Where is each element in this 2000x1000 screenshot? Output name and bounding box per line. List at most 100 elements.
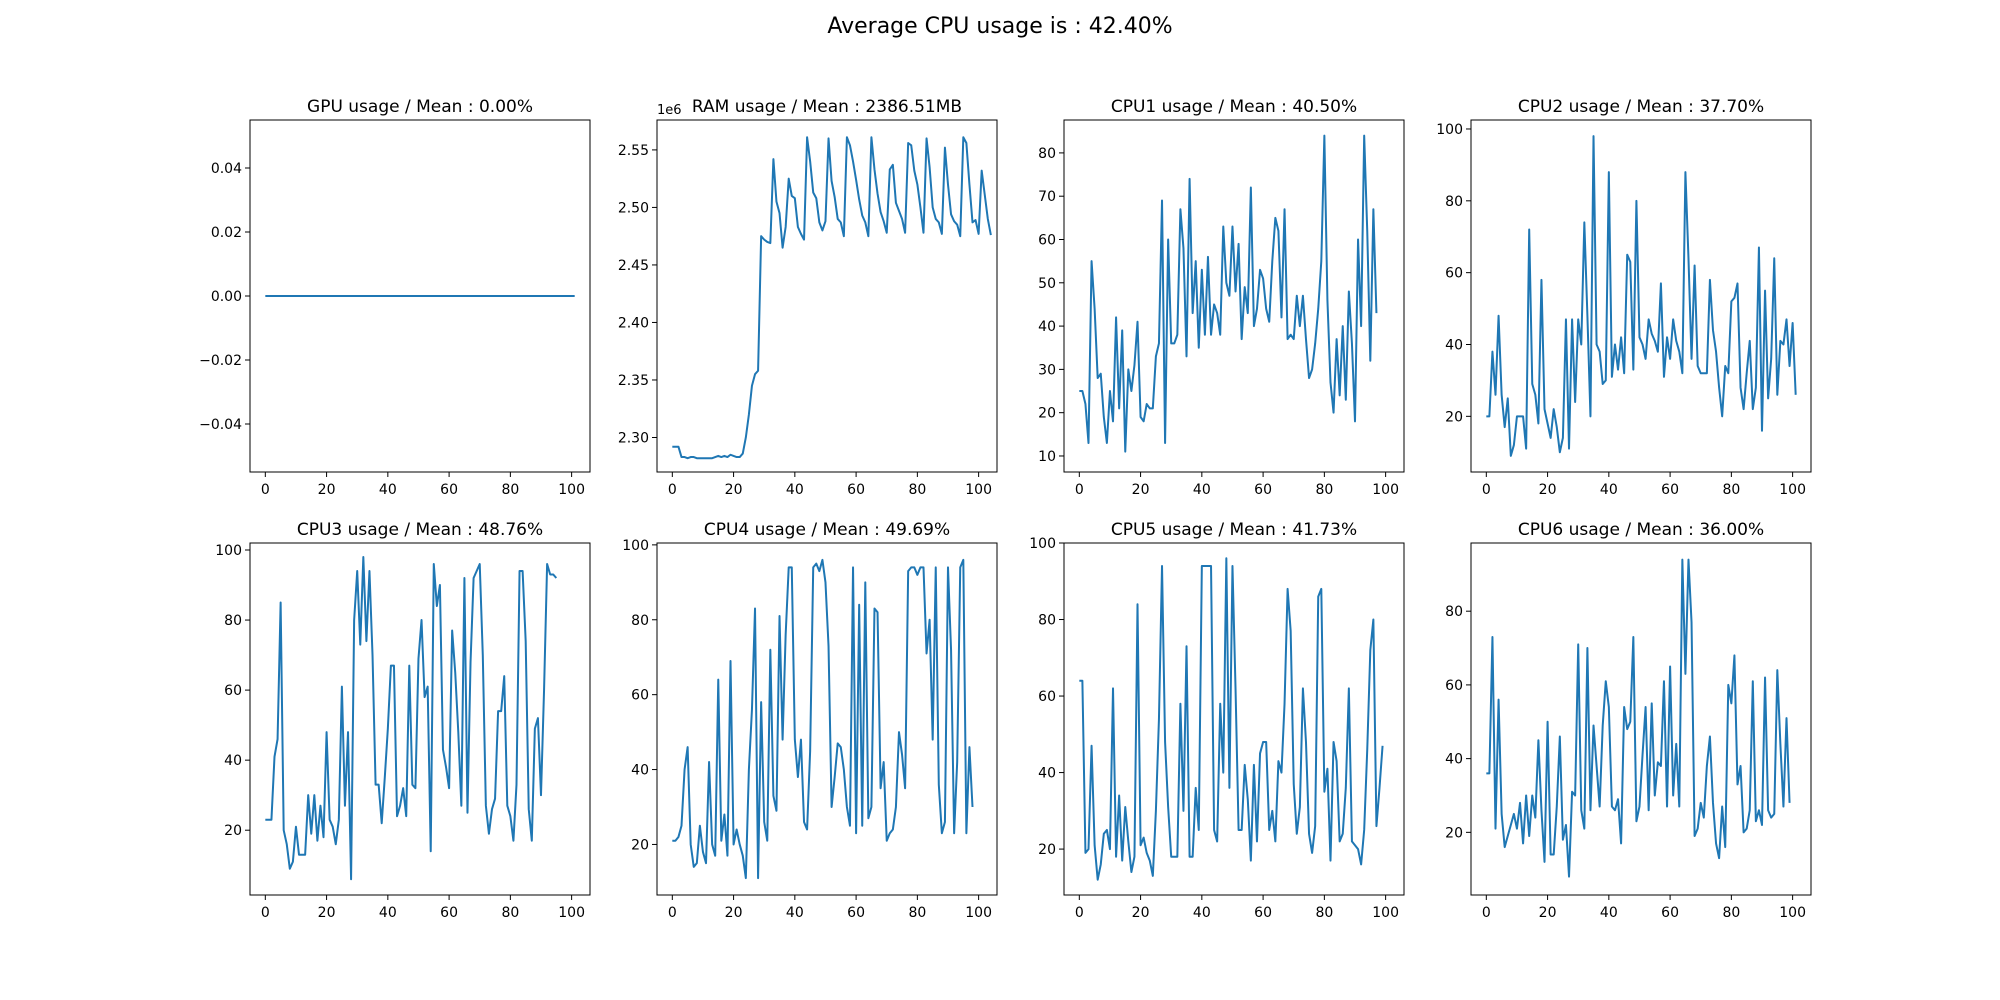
y-tick-label: 40 <box>1038 319 1056 335</box>
x-tick-label: 80 <box>908 905 926 921</box>
plot-frame <box>249 542 591 896</box>
y-tick-label: 20 <box>1038 842 1056 858</box>
x-tick-label: 100 <box>965 482 992 498</box>
x-tick-label: 0 <box>261 905 270 921</box>
y-tick-label: 60 <box>1038 232 1056 248</box>
y-tick-label: 80 <box>1445 194 1463 210</box>
y-tick-label: 70 <box>1038 189 1056 205</box>
x-tick-label: 20 <box>318 482 336 498</box>
y-tick-label: 60 <box>1445 678 1463 694</box>
x-tick-label: 0 <box>668 482 677 498</box>
y-tick-label: 80 <box>1445 604 1463 620</box>
y-tick-label: −0.02 <box>199 353 242 369</box>
x-tick-label: 80 <box>1722 905 1740 921</box>
plot-frame <box>1063 542 1405 896</box>
subplot-1: GPU usage / Mean : 0.00% 0 20 40 60 80 100 −0.0… <box>199 97 591 498</box>
plot-frame <box>1063 119 1405 473</box>
y-tick-label: 0.00 <box>211 289 242 305</box>
subplot-title: CPU2 usage / Mean : 37.70% <box>1518 97 1764 117</box>
subplot-2: RAM usage / Mean : 2386.51MB 1e6 0 20 40 60 80… <box>618 97 998 498</box>
subplot-title: CPU3 usage / Mean : 48.76% <box>297 520 543 540</box>
y-tick-label: 10 <box>1038 449 1056 465</box>
subplot-7: CPU5 usage / Mean : 41.73% 0 20 40 60 80 100 20… <box>1029 520 1405 921</box>
subplot-title: CPU1 usage / Mean : 40.50% <box>1111 97 1357 117</box>
subplot-title: CPU4 usage / Mean : 49.69% <box>704 520 950 540</box>
subplot-4: CPU2 usage / Mean : 37.70% 0 20 40 60 80 100 20… <box>1436 97 1812 498</box>
x-tick-label: 0 <box>1075 482 1084 498</box>
data-series-line <box>265 556 558 881</box>
y-offset-label: 1e6 <box>657 103 682 118</box>
x-tick-label: 60 <box>1254 482 1272 498</box>
x-tick-label: 20 <box>1132 482 1150 498</box>
subplot-title: CPU5 usage / Mean : 41.73% <box>1111 520 1357 540</box>
x-tick-label: 0 <box>1075 905 1084 921</box>
x-tick-label: 60 <box>440 482 458 498</box>
x-tick-label: 80 <box>1722 482 1740 498</box>
y-tick-label: 20 <box>1445 409 1463 425</box>
x-tick-label: 100 <box>965 905 992 921</box>
y-tick-label: 20 <box>1445 825 1463 841</box>
plot-frame <box>1470 119 1812 473</box>
x-tick-label: 20 <box>1539 482 1557 498</box>
y-tick-label: 2.50 <box>618 200 649 216</box>
x-tick-label: 80 <box>908 482 926 498</box>
y-tick-label: 50 <box>1038 276 1056 292</box>
y-tick-label: 100 <box>1029 536 1056 552</box>
x-tick-label: 20 <box>1132 905 1150 921</box>
x-tick-label: 60 <box>1661 905 1679 921</box>
data-series-line <box>672 136 992 460</box>
y-tick-label: −0.04 <box>199 417 242 433</box>
y-tick-label: 60 <box>631 688 649 704</box>
y-tick-label: 2.40 <box>618 315 649 331</box>
x-tick-label: 80 <box>501 482 519 498</box>
x-tick-label: 100 <box>558 905 585 921</box>
y-tick-label: 60 <box>1038 689 1056 705</box>
x-tick-label: 40 <box>786 482 804 498</box>
y-tick-label: 20 <box>1038 406 1056 422</box>
y-tick-label: 40 <box>1445 337 1463 353</box>
figure-title: Average CPU usage is : 42.40% <box>827 14 1173 39</box>
x-tick-label: 0 <box>1482 482 1491 498</box>
subplot-3: CPU1 usage / Mean : 40.50% 0 20 40 60 80 100 10… <box>1038 97 1405 498</box>
y-tick-label: 100 <box>1436 122 1463 138</box>
y-tick-label: 100 <box>215 543 242 559</box>
x-tick-label: 60 <box>440 905 458 921</box>
subplot-6: CPU4 usage / Mean : 49.69% 0 20 40 60 80 100 20… <box>622 520 998 921</box>
plot-frame <box>656 119 998 473</box>
x-tick-label: 100 <box>558 482 585 498</box>
x-tick-label: 40 <box>786 905 804 921</box>
y-tick-label: 80 <box>1038 146 1056 162</box>
x-tick-label: 0 <box>261 482 270 498</box>
x-tick-label: 80 <box>501 905 519 921</box>
y-tick-label: 2.35 <box>618 373 649 389</box>
y-tick-label: 80 <box>1038 613 1056 629</box>
data-series-line <box>1486 558 1791 878</box>
x-tick-label: 40 <box>1193 482 1211 498</box>
plot-frame <box>1470 542 1812 896</box>
x-tick-label: 100 <box>1372 905 1399 921</box>
y-tick-label: 40 <box>1038 766 1056 782</box>
subplot-8: CPU6 usage / Mean : 36.00% 0 20 40 60 80 100 20… <box>1445 520 1812 921</box>
x-tick-label: 60 <box>1661 482 1679 498</box>
y-tick-label: 30 <box>1038 362 1056 378</box>
x-tick-label: 100 <box>1372 482 1399 498</box>
y-tick-label: 0.02 <box>211 225 242 241</box>
x-tick-label: 40 <box>1193 905 1211 921</box>
plot-frame <box>249 119 591 473</box>
subplot-title: CPU6 usage / Mean : 36.00% <box>1518 520 1764 540</box>
x-tick-label: 60 <box>1254 905 1272 921</box>
y-tick-label: 80 <box>224 613 242 629</box>
x-tick-label: 100 <box>1779 482 1806 498</box>
x-tick-label: 40 <box>1600 482 1618 498</box>
y-tick-label: 80 <box>631 613 649 629</box>
subplot-5: CPU3 usage / Mean : 48.76% 0 20 40 60 80 100 20… <box>215 520 591 921</box>
data-series-line <box>672 558 974 880</box>
x-tick-label: 40 <box>379 905 397 921</box>
subplot-title: RAM usage / Mean : 2386.51MB <box>692 97 962 117</box>
plot-frame <box>656 542 998 896</box>
x-tick-label: 80 <box>1315 482 1333 498</box>
data-series-line <box>1079 134 1378 453</box>
y-tick-label: 40 <box>224 753 242 769</box>
x-tick-label: 20 <box>725 482 743 498</box>
